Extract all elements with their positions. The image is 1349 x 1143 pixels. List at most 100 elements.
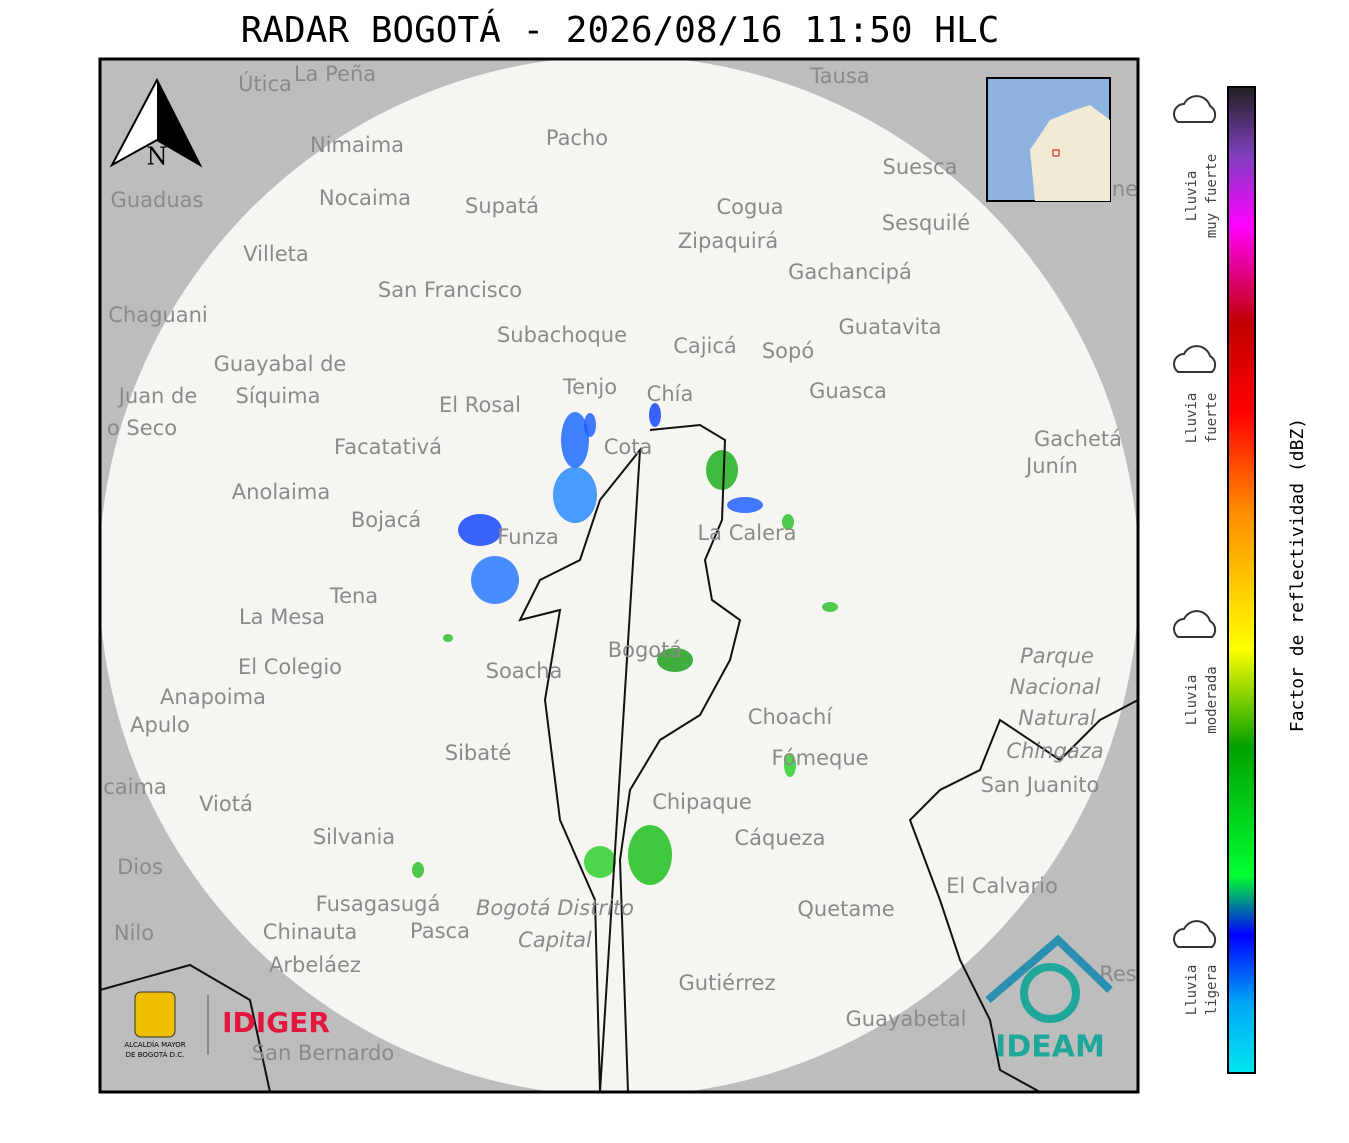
place-label: Quetame xyxy=(797,897,894,921)
legend-label: Lluvia xyxy=(1184,675,1200,726)
echo xyxy=(706,450,738,490)
place-label: Nacional xyxy=(1010,675,1101,699)
legend-label: muy fuerte xyxy=(1204,154,1220,238)
place-label: Cota xyxy=(604,435,653,459)
place-label: Subachoque xyxy=(497,323,627,347)
place-label: Fusagasugá xyxy=(316,892,441,916)
echo xyxy=(561,412,589,468)
echo xyxy=(553,467,597,523)
place-label: Cáqueza xyxy=(735,826,826,850)
place-label: Pacho xyxy=(546,126,608,150)
place-label: Villeta xyxy=(243,242,308,266)
echo xyxy=(649,403,661,427)
echo xyxy=(412,862,424,878)
title: RADAR BOGOTÁ - 2026/08/16 11:50 HLC xyxy=(241,9,1000,51)
rain-icon xyxy=(1173,345,1217,373)
place-label: Síquima xyxy=(236,384,321,408)
ideam-swirl xyxy=(1020,963,1080,1023)
place-label: Nocaima xyxy=(319,186,411,210)
inset-land xyxy=(1030,105,1110,201)
idiger-logo: IDIGER xyxy=(222,1006,330,1039)
echo xyxy=(727,497,763,513)
place-label: ne xyxy=(1112,177,1138,201)
echo xyxy=(458,514,502,546)
place-label: San Francisco xyxy=(378,278,522,302)
place-label: Chipaque xyxy=(652,790,752,814)
place-label: La Mesa xyxy=(239,605,325,629)
place-label: La Calera xyxy=(697,521,796,545)
place-label: Bojacá xyxy=(351,508,421,532)
place-label: El Colegio xyxy=(238,655,342,679)
place-label: Funza xyxy=(497,525,558,549)
place-label: caima xyxy=(103,775,167,799)
place-label: Pasca xyxy=(410,919,470,943)
place-label: San Juanito xyxy=(981,773,1100,797)
place-label: Arbeláez xyxy=(269,953,361,977)
place-label: Anapoima xyxy=(160,685,266,709)
place-label: Chaguani xyxy=(108,303,208,327)
inset-marker xyxy=(1052,149,1060,157)
place-label: San Bernardo xyxy=(252,1041,394,1065)
map: Útica La Peña Tausa Pacho Nimaima Guaduas Noca… xyxy=(100,59,1138,1092)
radar-range xyxy=(100,59,1138,1092)
legend-label: moderada xyxy=(1204,666,1220,733)
legend-label: Lluvia xyxy=(1184,171,1200,222)
place-label: Bogotá Distrito xyxy=(476,896,634,920)
place-label: Anolaima xyxy=(232,480,330,504)
place-label: Sibaté xyxy=(445,741,512,765)
place-label: Fómeque xyxy=(771,746,868,770)
place-label: Capital xyxy=(518,928,592,952)
north-label: N xyxy=(147,143,168,171)
department-border xyxy=(100,963,271,1092)
place-label: Útica xyxy=(238,71,292,96)
radar-echoes xyxy=(412,403,838,885)
legend-label: Lluvia xyxy=(1184,393,1200,444)
place-label: Chinauta xyxy=(263,920,357,944)
echo xyxy=(782,514,794,530)
north-arrow-shade xyxy=(157,80,200,165)
place-label: Juan de xyxy=(117,384,198,408)
place-label: Zipaquirá xyxy=(678,229,778,253)
echo xyxy=(822,602,838,612)
echo xyxy=(443,634,453,642)
legend-label: fuerte xyxy=(1204,393,1220,444)
echo xyxy=(784,753,796,777)
place-label: Junín xyxy=(1024,454,1078,478)
place-label: La Peña xyxy=(294,62,376,86)
place-label: Apulo xyxy=(130,713,190,737)
place-label: El Calvario xyxy=(946,874,1058,898)
place-label: El Rosal xyxy=(439,393,521,417)
place-label: o Seco xyxy=(107,416,177,440)
echo xyxy=(657,648,693,672)
place-label: Gachetá xyxy=(1034,427,1122,451)
rain-icon xyxy=(1173,610,1217,638)
place-label: Chía xyxy=(647,382,694,406)
district-border xyxy=(518,423,742,1092)
legend-label: Lluvia xyxy=(1184,965,1200,1016)
place-label: Choachí xyxy=(748,705,834,729)
alcaldia-text: ALCALDÍA MAYOR xyxy=(124,1040,185,1049)
place-label: Cogua xyxy=(716,195,783,219)
place-label: Nimaima xyxy=(310,133,404,157)
place-label: Guaduas xyxy=(111,188,204,212)
colorbar-label: Factor de reflectividad (dBZ) xyxy=(1287,418,1308,732)
place-label: Guayabetal xyxy=(846,1007,967,1031)
place-label: Cajicá xyxy=(673,334,737,358)
echo xyxy=(584,846,616,878)
bogota-shield xyxy=(134,991,176,1038)
place-label: Sopó xyxy=(762,339,814,363)
place-label: Nilo xyxy=(114,921,154,945)
place-label: Gutiérrez xyxy=(679,971,776,995)
place-label: Chingaza xyxy=(1006,739,1103,763)
place-label: Dios xyxy=(117,855,163,879)
place-label: Guatavita xyxy=(839,315,942,339)
map-frame xyxy=(98,57,1140,1094)
place-label: Soacha xyxy=(486,659,563,683)
place-label: Guayabal de xyxy=(214,352,347,376)
echo xyxy=(628,825,672,885)
rain-icon xyxy=(1173,95,1217,123)
legend-label: ligera xyxy=(1204,965,1220,1016)
place-label: Tenjo xyxy=(562,375,617,399)
place-label: Suesca xyxy=(883,155,958,179)
